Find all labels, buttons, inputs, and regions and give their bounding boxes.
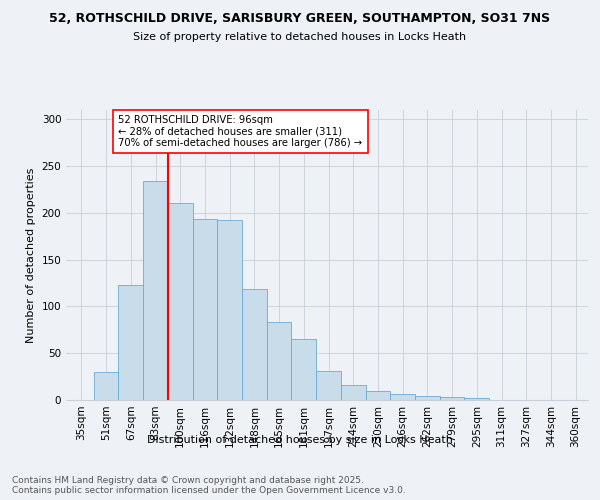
Bar bbox=[316, 371, 341, 400]
Text: 52, ROTHSCHILD DRIVE, SARISBURY GREEN, SOUTHAMPTON, SO31 7NS: 52, ROTHSCHILD DRIVE, SARISBURY GREEN, S… bbox=[49, 12, 551, 26]
Bar bbox=[365, 390, 390, 400]
Bar bbox=[440, 397, 464, 400]
Bar bbox=[118, 285, 143, 400]
Bar bbox=[390, 394, 415, 400]
Bar bbox=[292, 339, 316, 400]
Bar bbox=[143, 181, 168, 400]
Bar bbox=[341, 385, 365, 400]
Bar bbox=[193, 220, 217, 400]
Bar bbox=[94, 372, 118, 400]
Text: Size of property relative to detached houses in Locks Heath: Size of property relative to detached ho… bbox=[133, 32, 467, 42]
Text: Distribution of detached houses by size in Locks Heath: Distribution of detached houses by size … bbox=[147, 435, 453, 445]
Text: Contains HM Land Registry data © Crown copyright and database right 2025.
Contai: Contains HM Land Registry data © Crown c… bbox=[12, 476, 406, 495]
Bar bbox=[242, 288, 267, 400]
Bar bbox=[217, 220, 242, 400]
Bar bbox=[267, 322, 292, 400]
Y-axis label: Number of detached properties: Number of detached properties bbox=[26, 168, 36, 342]
Bar bbox=[464, 398, 489, 400]
Bar bbox=[168, 202, 193, 400]
Text: 52 ROTHSCHILD DRIVE: 96sqm
← 28% of detached houses are smaller (311)
70% of sem: 52 ROTHSCHILD DRIVE: 96sqm ← 28% of deta… bbox=[118, 114, 362, 148]
Bar bbox=[415, 396, 440, 400]
